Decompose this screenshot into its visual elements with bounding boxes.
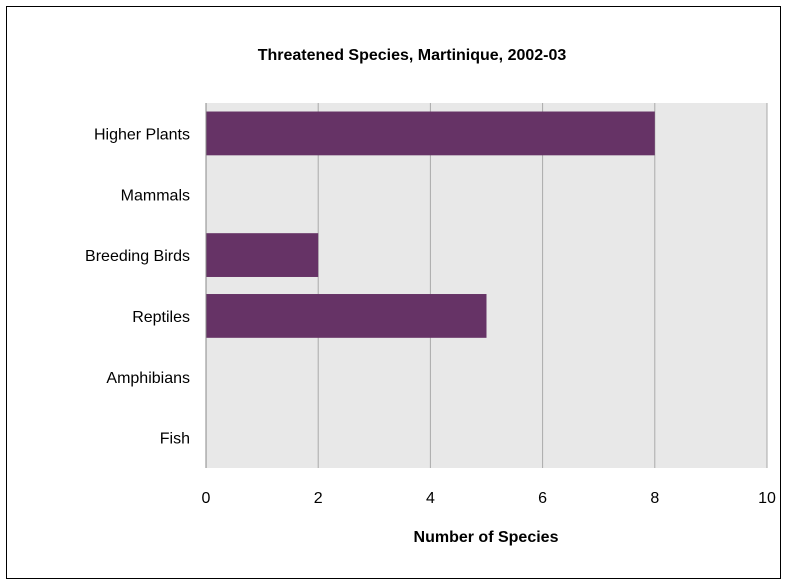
- y-tick-label: Higher Plants: [94, 126, 190, 143]
- x-tick-label: 6: [538, 490, 547, 507]
- y-tick-label: Amphibians: [106, 370, 190, 387]
- x-tick-label: 10: [758, 490, 776, 507]
- y-tick-label: Reptiles: [132, 309, 190, 326]
- y-tick-label: Fish: [160, 431, 190, 448]
- x-tick-label: 8: [650, 490, 659, 507]
- x-tick-label: 2: [314, 490, 323, 507]
- x-tick-label: 0: [202, 490, 211, 507]
- gridlines: [317, 103, 768, 468]
- x-tick-labels: 0 2 4 6 8 10: [202, 490, 776, 507]
- chart-title: Threatened Species, Martinique, 2002-03: [258, 47, 567, 64]
- bar-higher-plants: [206, 111, 655, 156]
- y-tick-label: Breeding Birds: [85, 248, 190, 265]
- bars: [206, 111, 655, 338]
- bar-breeding-birds: [206, 233, 319, 277]
- x-axis-label: Number of Species: [414, 529, 559, 546]
- plot-area: [206, 103, 767, 468]
- y-tick-label: Mammals: [121, 187, 190, 204]
- bar-reptiles: [206, 294, 487, 338]
- y-tick-labels: Higher Plants Mammals Breeding Birds Reptil…: [85, 126, 190, 447]
- x-tick-label: 4: [426, 490, 435, 507]
